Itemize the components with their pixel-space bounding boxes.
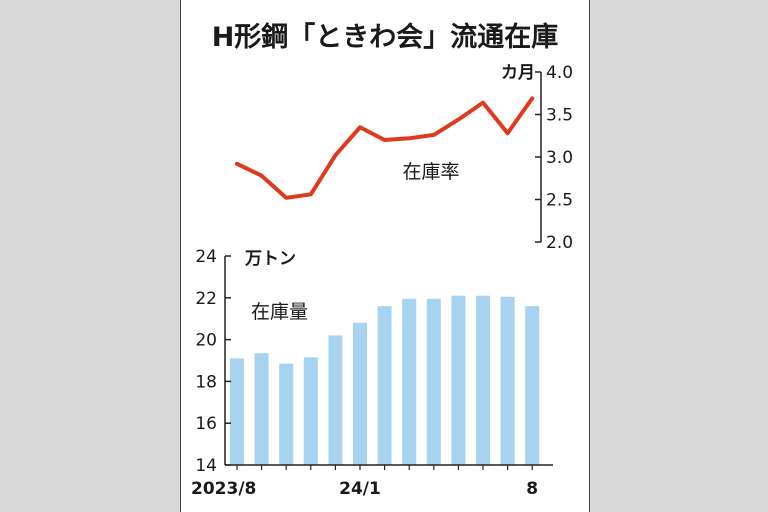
line-y-tick-label: 4.0 (546, 63, 573, 83)
bar (426, 298, 441, 465)
line-y-tick-label: 2.0 (546, 233, 573, 253)
x-tick-label: 8 (526, 479, 538, 499)
bar (402, 298, 417, 465)
x-tick-label: 24/1 (339, 479, 381, 499)
bar-y-tick-label: 24 (195, 247, 217, 267)
line-chart: カ月 4.0 3.5 3.0 2.5 2.0 在庫率 (235, 63, 573, 253)
chart-title: H形鋼「ときわ会」流通在庫 (212, 21, 559, 53)
bar (254, 353, 269, 465)
bar-chart: 万トン 24 22 20 18 16 14 2023/8 24/1 8 在庫量 (191, 247, 553, 499)
line-y-unit: カ月 (501, 63, 535, 83)
bar (328, 335, 343, 465)
bar-y-tick-label: 14 (195, 456, 217, 476)
bar (279, 363, 294, 465)
bar (230, 358, 244, 465)
bar (476, 295, 490, 465)
x-tick-label: 2023/8 (191, 479, 256, 499)
bar-y-tick-label: 16 (195, 414, 217, 434)
bar (500, 296, 515, 465)
line-y-tick-label: 3.5 (546, 106, 573, 126)
line-y-tick-label: 3.0 (546, 148, 573, 168)
bar (353, 322, 367, 465)
bar (303, 357, 318, 465)
line-y-tick-label: 2.5 (546, 191, 573, 211)
bar (377, 306, 392, 465)
bar-y-tick-label: 22 (195, 289, 217, 309)
bar-series-label: 在庫量 (251, 301, 308, 323)
chart-svg: H形鋼「ときわ会」流通在庫 カ月 4.0 3.5 3.0 2.5 2.0 在庫率 万トン… (191, 21, 573, 499)
bar (525, 306, 540, 465)
line-series-label: 在庫率 (402, 161, 459, 183)
chart-panel: H形鋼「ときわ会」流通在庫 カ月 4.0 3.5 3.0 2.5 2.0 在庫率 万トン… (180, 0, 590, 512)
bar-y-unit: 万トン (244, 249, 296, 269)
line-series-zaikoritsu (235, 96, 535, 200)
bar-y-tick-label: 20 (195, 331, 217, 351)
bar (451, 295, 466, 465)
bar-y-tick-label: 18 (195, 372, 217, 392)
